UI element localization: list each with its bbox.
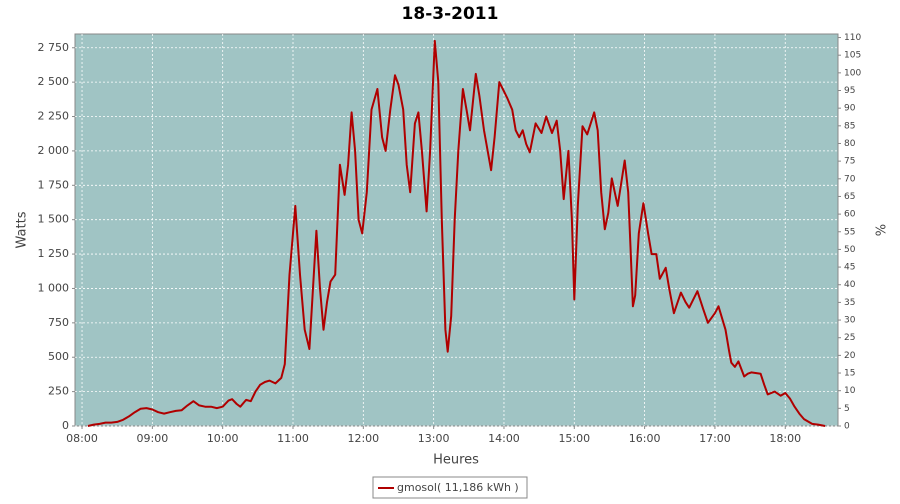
y-tick-label: 0 (62, 419, 69, 432)
y-tick-label: 250 (48, 385, 69, 398)
y2-tick-label: 15 (844, 369, 855, 379)
y2-tick-label: 95 (844, 86, 855, 96)
data-line (87, 39, 826, 427)
y2-tick-label: 75 (844, 157, 855, 167)
x-tick-label: 08:00 (66, 432, 98, 445)
x-tick-label: 09:00 (137, 432, 169, 445)
x-tick-label: 18:00 (769, 432, 801, 445)
y-tick-label: 1 250 (38, 247, 70, 260)
y-tick-label: 2 250 (38, 110, 70, 123)
y2-tick-label: 65 (844, 192, 855, 202)
y2-tick-label: 25 (844, 333, 855, 343)
plot-area (74, 33, 839, 427)
y2-tick-label: 0 (844, 422, 850, 432)
x-tick-label: 10:00 (207, 432, 239, 445)
x-tick-label: 11:00 (277, 432, 309, 445)
y2-tick-label: 10 (844, 386, 856, 396)
y2-tick-label: 30 (844, 316, 856, 326)
chart-title: 18-3-2011 (402, 4, 499, 24)
y-tick-label: 2 000 (38, 144, 70, 157)
y2-tick-label: 80 (844, 139, 856, 149)
y2-tick-label: 85 (844, 121, 855, 131)
x-tick-label: 17:00 (699, 432, 731, 445)
y2-tick-label: 90 (844, 104, 856, 114)
y2-tick-label: 70 (844, 174, 856, 184)
y2-tick-label: 110 (844, 33, 861, 43)
y-axis-title: Watts (15, 211, 30, 248)
y-tick-label: 750 (48, 316, 69, 329)
y2-tick-label: 55 (844, 227, 855, 237)
legend: gmosol( 11,186 kWh ) (372, 476, 528, 499)
y-tick-label: 1 750 (38, 178, 70, 191)
y2-tick-label: 20 (844, 351, 856, 361)
y2-axis-title: % (875, 224, 890, 236)
y-tick-label: 2 750 (38, 41, 70, 54)
y2-tick-label: 35 (844, 298, 855, 308)
y2-tick-label: 5 (844, 404, 850, 414)
y-tick-label: 1 500 (38, 213, 70, 226)
y2-tick-label: 40 (844, 280, 856, 290)
x-tick-label: 14:00 (488, 432, 520, 445)
x-axis-title: Heures (433, 453, 479, 468)
legend-label: gmosol( 11,186 kWh ) (397, 481, 519, 494)
x-tick-label: 12:00 (347, 432, 379, 445)
x-tick-label: 16:00 (629, 432, 661, 445)
y2-tick-label: 45 (844, 263, 855, 273)
y-tick-label: 1 000 (38, 281, 70, 294)
y2-tick-label: 50 (844, 245, 856, 255)
x-tick-label: 13:00 (418, 432, 450, 445)
y2-tick-label: 60 (844, 210, 856, 220)
y-tick-label: 500 (48, 350, 69, 363)
x-tick-label: 15:00 (558, 432, 590, 445)
legend-box (372, 476, 528, 499)
y-tick-label: 2 500 (38, 75, 70, 88)
y2-tick-label: 105 (844, 51, 861, 61)
y2-tick-label: 100 (844, 68, 861, 78)
